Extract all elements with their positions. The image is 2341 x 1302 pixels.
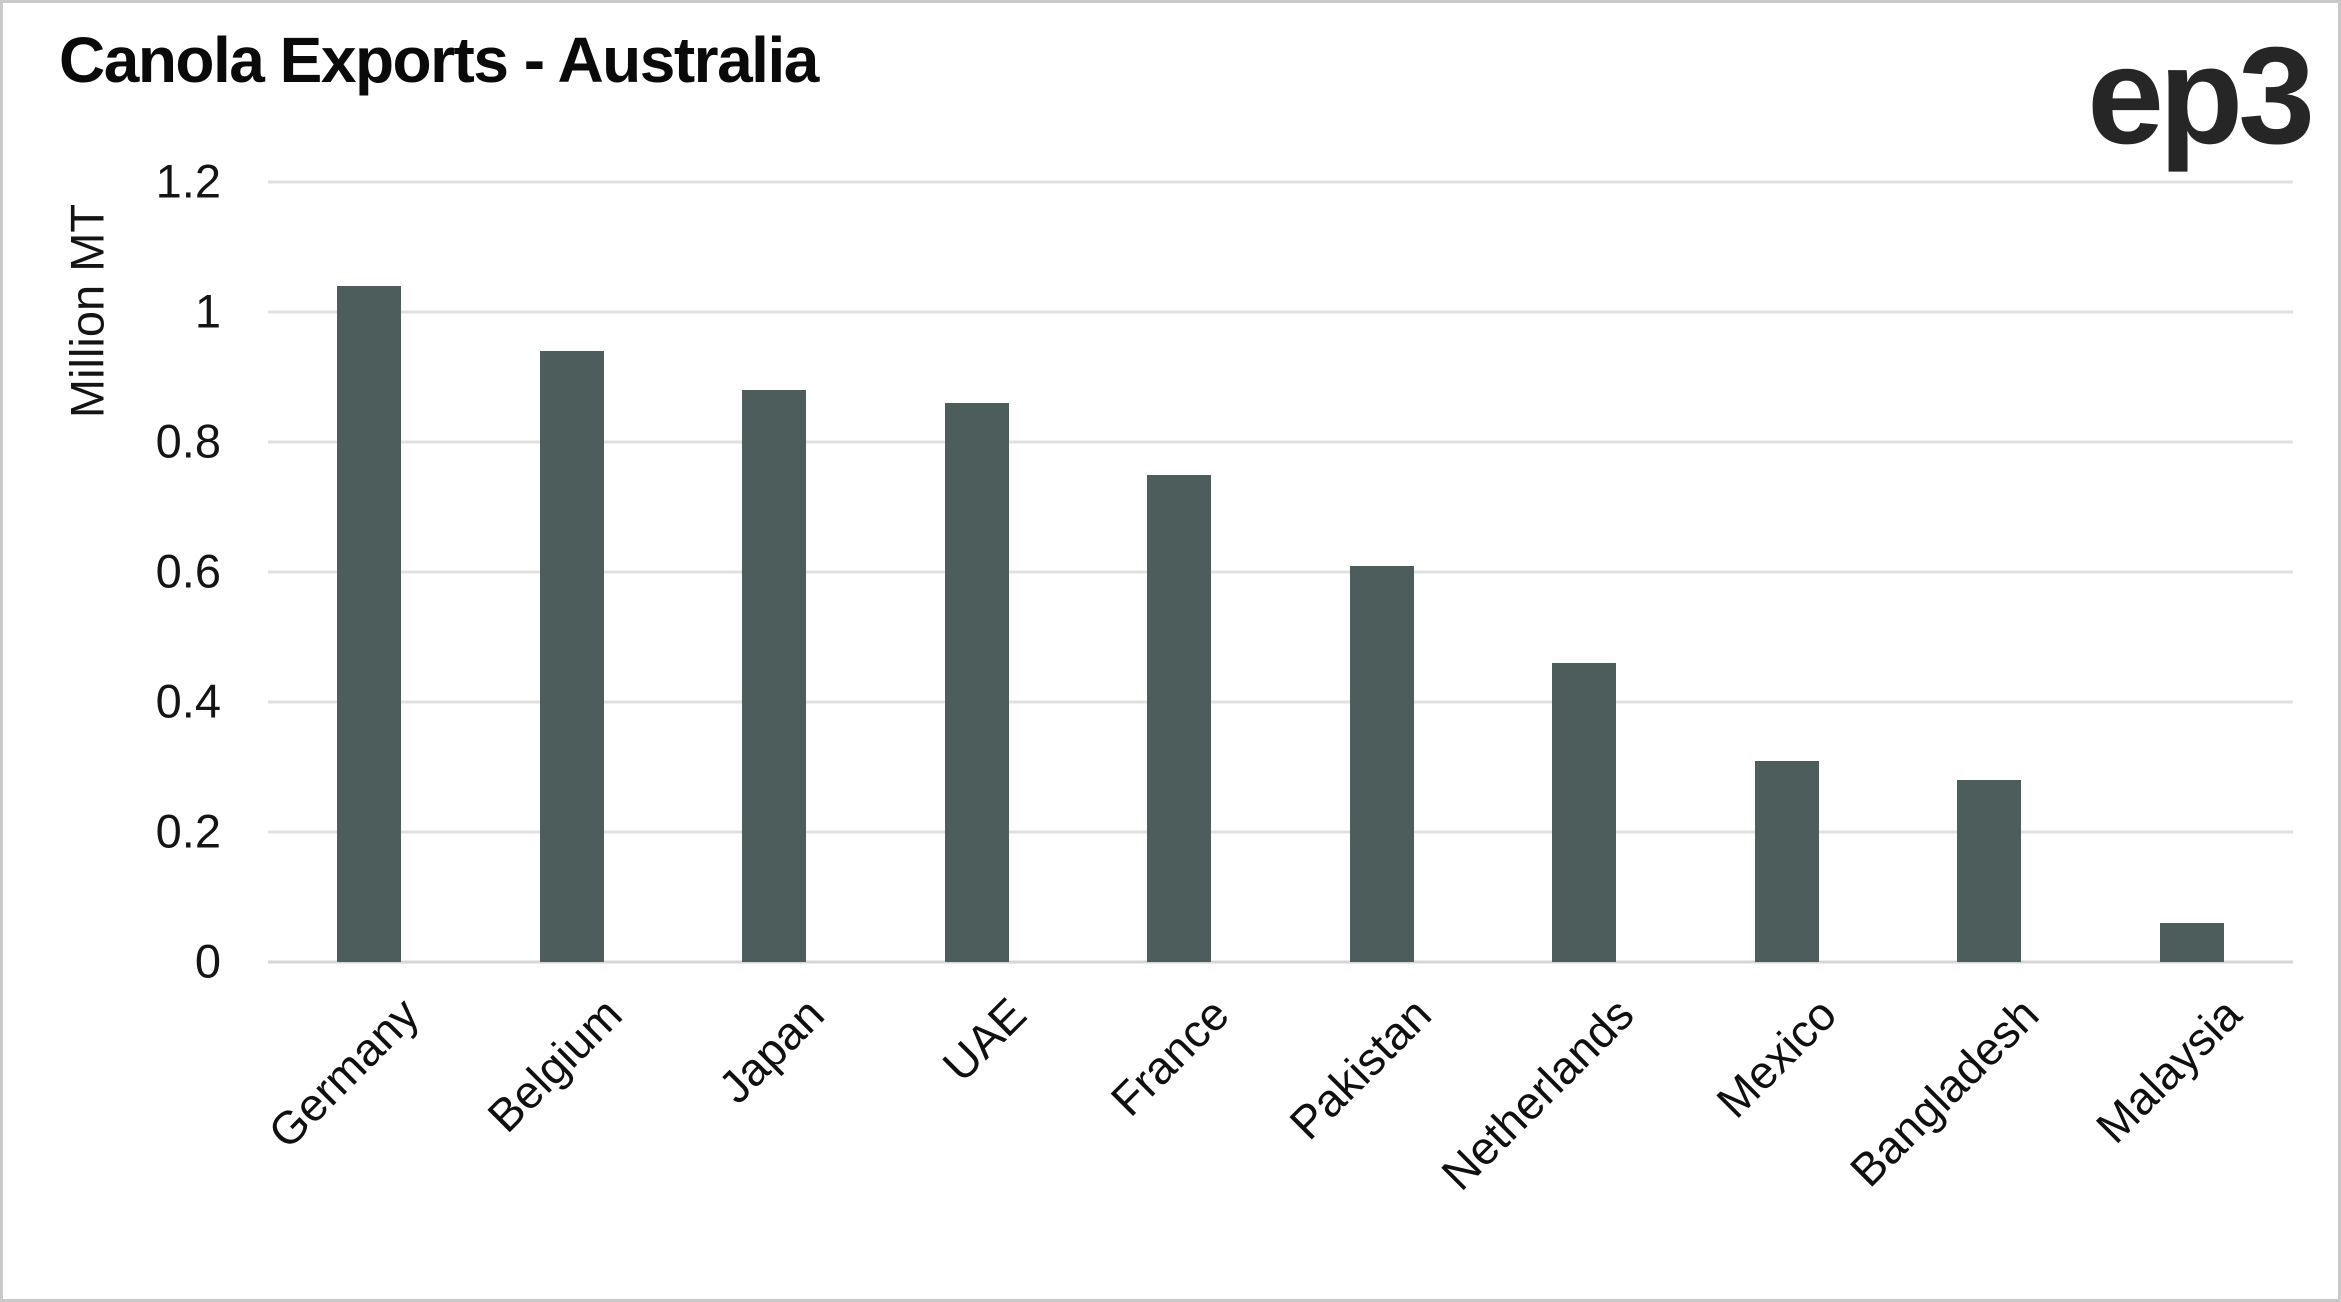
bar-belgium: [539, 351, 604, 962]
gridline: [268, 440, 2293, 444]
x-axis-category-label: UAE: [932, 987, 1037, 1092]
gridline: [268, 180, 2293, 184]
chart-title: Canola Exports - Australia: [59, 24, 819, 96]
x-axis-line: [268, 960, 2293, 964]
bar-uae: [944, 403, 1009, 962]
x-axis-category-label: Bangladesh: [1840, 987, 2049, 1197]
gridline: [268, 700, 2293, 704]
y-axis-tick-label: 1.2: [155, 154, 221, 208]
y-axis-tick-label: 0.6: [155, 544, 221, 598]
x-axis-category-label: Netherlands: [1431, 987, 1644, 1200]
bar-japan: [742, 390, 807, 962]
x-axis: Germany Belgium Japan UAE France Pakistan Neth…: [258, 965, 2293, 1299]
bar-mexico: [1754, 760, 1819, 962]
gridline: [268, 570, 2293, 574]
bar-pakistan: [1349, 565, 1414, 962]
y-axis-tick-label: 0: [194, 934, 221, 988]
bar-germany: [337, 286, 402, 962]
bar-france: [1147, 474, 1212, 962]
x-axis-category-label: Belgium: [476, 987, 632, 1142]
ep3-logo: ep3: [2087, 19, 2315, 173]
x-axis-category-label: Germany: [258, 987, 429, 1159]
y-axis-tick-label: 0.2: [155, 804, 221, 858]
x-axis-category-label: Mexico: [1706, 987, 1847, 1128]
x-axis-category-label: Pakistan: [1279, 987, 1442, 1150]
x-axis-category-label: France: [1100, 987, 1239, 1126]
gridline: [268, 310, 2293, 314]
y-axis-tick-label: 0.4: [155, 674, 221, 728]
bar-bangladesh: [1957, 780, 2022, 962]
bar-netherlands: [1552, 663, 1617, 962]
bar-malaysia: [2159, 923, 2224, 962]
x-axis-category-label: Japan: [708, 987, 834, 1114]
gridline: [268, 830, 2293, 834]
y-axis-tick-label: 1: [194, 284, 221, 338]
x-axis-category-label: Malaysia: [2086, 987, 2252, 1153]
y-axis: 0 0.2 0.4 0.6 0.8 1 1.2: [3, 154, 221, 987]
plot-area: [268, 180, 2293, 964]
y-axis-tick-label: 0.8: [155, 414, 221, 468]
